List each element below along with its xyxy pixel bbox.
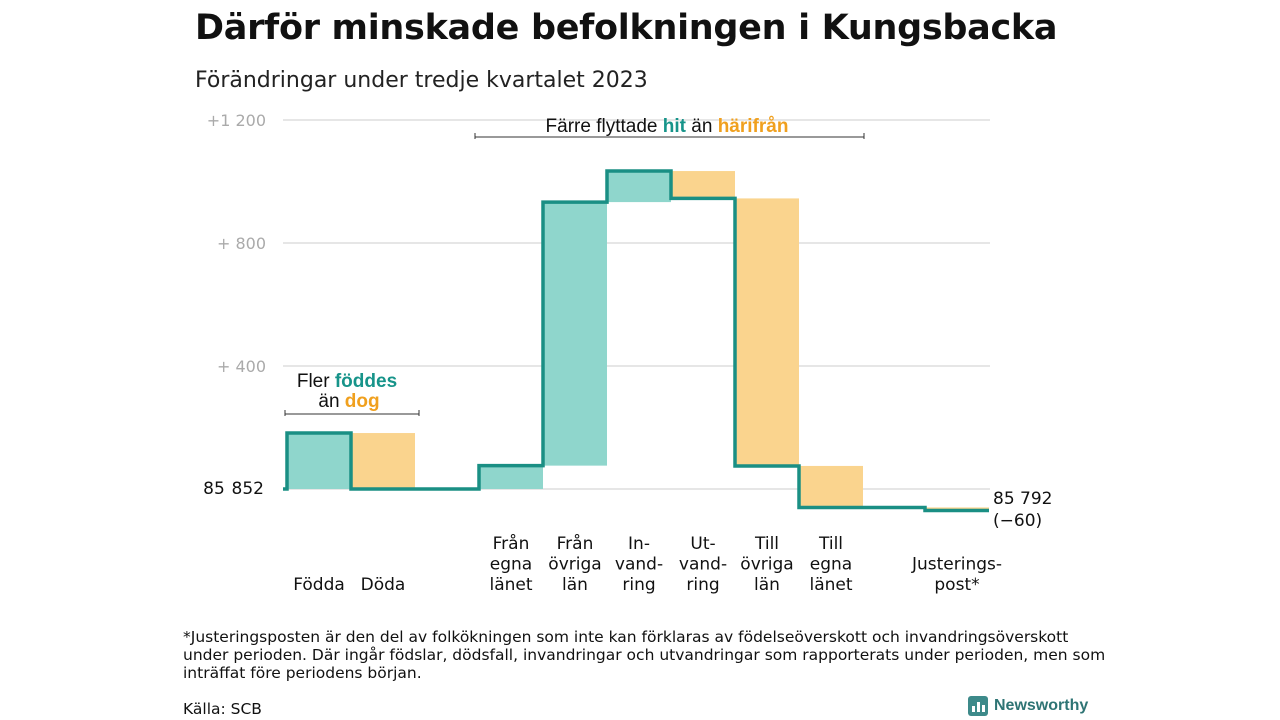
bars (287, 171, 989, 511)
waterfall-bar (735, 198, 799, 466)
y-tick-label: + 800 (217, 234, 266, 253)
y-baseline-label: 85 852 (203, 479, 264, 499)
bar-chart-icon (968, 696, 988, 716)
waterfall-bar (799, 465, 863, 508)
annotation-migration: Färre flyttade hit än härifrån (546, 116, 789, 137)
category-label: Från egna länet (489, 533, 532, 595)
waterfall-bar (287, 433, 351, 489)
end-value-label: 85 792 (993, 489, 1052, 509)
chart-subtitle: Förändringar under tredje kvartalet 2023 (195, 68, 648, 93)
waterfall-bar (543, 202, 607, 466)
category-label: Från övriga län (548, 533, 601, 595)
category-label: Justerings-post* (911, 555, 1002, 596)
waterfall-chart: + 400 + 800 +1 200 85 852 Födda Döda Från egna l… (203, 111, 1052, 595)
category-label: Till egna länet (809, 534, 852, 595)
step-line (283, 169, 989, 513)
waterfall-bar (351, 433, 415, 489)
annotation-born-line1: Fler föddes (297, 371, 397, 392)
brand-logo: Newsworthy (968, 696, 1088, 716)
y-tick-label: +1 200 (207, 111, 266, 130)
waterfall-bar (671, 171, 735, 199)
step-line-path (283, 169, 989, 513)
end-change-label: (−60) (993, 511, 1042, 531)
chart-title: Därför minskade befolkningen i Kungsback… (195, 8, 1058, 48)
annotation-bracket-born (284, 410, 420, 416)
category-label: Födda (293, 575, 345, 595)
annotation-born-line2: än dog (318, 391, 379, 412)
annotation-bracket-migration (474, 133, 865, 139)
waterfall-bar (479, 465, 543, 489)
labels: + 400 + 800 +1 200 85 852 Födda Döda Från egna l… (203, 111, 1052, 595)
footnote: *Justeringsposten är den del av folkökni… (183, 628, 1106, 682)
brand-name: Newsworthy (994, 697, 1089, 714)
category-label: Till övriga län (740, 534, 793, 595)
category-label: Ut-vand-ring (679, 534, 727, 595)
y-tick-label: + 400 (217, 357, 266, 376)
category-label: Döda (361, 575, 406, 595)
waterfall-bar (607, 171, 671, 203)
source-note: Källa: SCB (183, 700, 262, 718)
category-label: In-vand-ring (615, 534, 663, 595)
